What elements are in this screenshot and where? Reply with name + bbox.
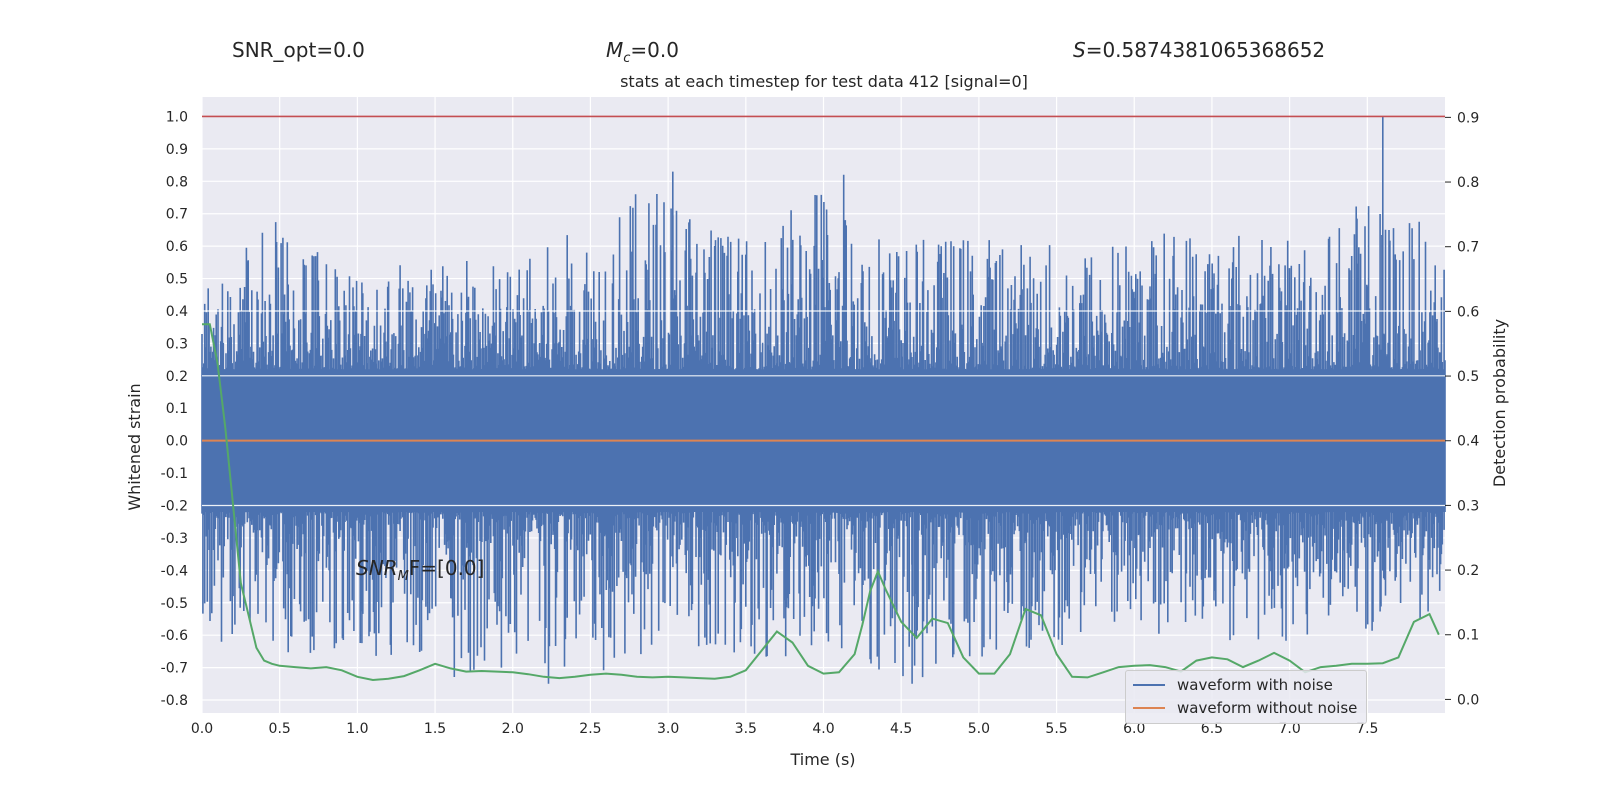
x-tick-label: 3.5 xyxy=(735,721,757,737)
legend: waveform with noise waveform without noi… xyxy=(1125,670,1367,724)
legend-item-clean: waveform without noise xyxy=(1126,697,1357,719)
legend-swatch-noisy xyxy=(1133,684,1165,686)
x-axis-label: Time (s) xyxy=(789,750,855,769)
x-axis-ticks: 0.0 0.5 1.0 1.5 2.0 2.5 3.0 3.5 4.0 4.5 5.0 5.5 6.0 6… xyxy=(191,721,1379,737)
x-tick-label: 4.0 xyxy=(812,721,834,737)
y-tick-label: 0.4 xyxy=(166,304,188,320)
snr-mf-value: F=[0.0] xyxy=(408,556,485,580)
series-lines xyxy=(202,115,1445,682)
mc-symbol: M xyxy=(606,38,624,62)
mc-subscript: c xyxy=(623,51,631,66)
snr-mf-label: SNRMF=[0.0] xyxy=(356,556,484,584)
snr-opt-label: SNR_opt=0.0 xyxy=(232,38,365,62)
legend-item-noisy: waveform with noise xyxy=(1126,674,1333,696)
y2-tick-label: 0.8 xyxy=(1457,175,1479,191)
x-tick-label: 0.5 xyxy=(269,721,291,737)
y-tick-label: -0.6 xyxy=(161,628,188,644)
x-tick-label: 3.0 xyxy=(657,721,679,737)
y-tick-label: 0.9 xyxy=(166,142,188,158)
y-tick-label: -0.2 xyxy=(161,499,188,515)
chart-title: stats at each timestep for test data 412… xyxy=(620,72,1028,91)
y2-tick-label: 0.5 xyxy=(1457,369,1479,385)
statistic-label: S=0.5874381065368652 xyxy=(1073,38,1325,62)
s-symbol: S xyxy=(1073,38,1086,62)
y-tick-label: 0.3 xyxy=(166,336,188,352)
y-tick-label: -0.7 xyxy=(161,661,188,677)
y-tick-label: -0.1 xyxy=(161,466,188,482)
y-tick-label: 0.0 xyxy=(166,434,188,450)
chirp-mass-label: Mc=0.0 xyxy=(606,38,679,66)
y2-tick-label: 0.6 xyxy=(1457,304,1479,320)
y-tick-label: 0.6 xyxy=(166,239,188,255)
x-tick-label: 2.0 xyxy=(502,721,524,737)
y2-axis-ticks: 0.0 0.1 0.2 0.3 0.4 0.5 0.6 0.7 0.8 0.9 xyxy=(1445,110,1479,708)
y-tick-label: 0.2 xyxy=(166,369,188,385)
y-tick-label: -0.4 xyxy=(161,563,188,579)
noise-strokes xyxy=(201,116,1446,684)
y-tick-label: -0.3 xyxy=(161,531,188,547)
y2-tick-label: 0.2 xyxy=(1457,563,1479,579)
series-detection-probability xyxy=(202,323,1440,682)
y-tick-label: 1.0 xyxy=(166,109,188,125)
x-tick-label: 4.5 xyxy=(890,721,912,737)
x-tick-label: 6.5 xyxy=(1201,721,1223,737)
legend-label-clean: waveform without noise xyxy=(1177,699,1358,717)
y-tick-label: -0.8 xyxy=(161,693,188,709)
snr-mf-symbol: SNR xyxy=(356,556,398,580)
y-axis-ticks: -0.8 -0.7 -0.6 -0.5 -0.4 -0.3 -0.2 -0.1 0.0 0.1 0.… xyxy=(161,109,188,709)
y-tick-label: -0.5 xyxy=(161,596,188,612)
x-tick-label: 5.0 xyxy=(968,721,990,737)
y2-tick-label: 0.7 xyxy=(1457,240,1479,256)
y-tick-label: 0.1 xyxy=(166,401,188,417)
x-tick-label: 5.5 xyxy=(1045,721,1067,737)
snr-mf-subscript: M xyxy=(397,569,409,584)
x-tick-label: 7.0 xyxy=(1278,721,1300,737)
y2-tick-label: 0.9 xyxy=(1457,110,1479,126)
y2-tick-label: 0.4 xyxy=(1457,434,1479,450)
s-value: =0.5874381065368652 xyxy=(1085,38,1326,62)
y2-tick-label: 0.3 xyxy=(1457,498,1479,514)
y-tick-label: 0.8 xyxy=(166,174,188,190)
legend-label-noisy: waveform with noise xyxy=(1177,676,1333,694)
x-tick-label: 1.0 xyxy=(346,721,368,737)
y2-axis-label: Detection probability xyxy=(1490,319,1509,487)
x-tick-label: 6.0 xyxy=(1123,721,1145,737)
y2-tick-label: 0.1 xyxy=(1457,628,1479,644)
x-tick-label: 1.5 xyxy=(424,721,446,737)
x-tick-label: 0.0 xyxy=(191,721,213,737)
y-tick-label: 0.7 xyxy=(166,207,188,223)
y-tick-label: 0.5 xyxy=(166,272,188,288)
mc-value: =0.0 xyxy=(630,38,679,62)
y-axis-label: Whitened strain xyxy=(125,383,144,510)
y2-tick-label: 0.0 xyxy=(1457,692,1479,708)
legend-swatch-clean xyxy=(1133,707,1165,709)
x-tick-label: 7.5 xyxy=(1356,721,1378,737)
x-tick-label: 2.5 xyxy=(579,721,601,737)
